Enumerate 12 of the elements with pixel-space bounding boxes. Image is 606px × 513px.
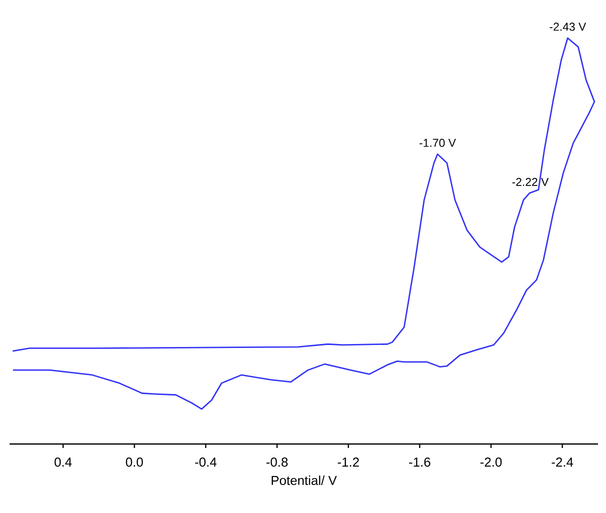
- x-tick-label: -0.4: [195, 458, 217, 467]
- x-tick-label: -2.4: [552, 458, 574, 467]
- x-tick-label: -0.8: [266, 458, 288, 467]
- annotation: -1.70 V: [420, 138, 456, 147]
- x-tick-label: -1.6: [409, 458, 430, 467]
- annotation: -2.43 V: [550, 22, 586, 31]
- annotation: -2.22 V: [512, 178, 549, 186]
- x-tick-label: -1.2: [338, 458, 359, 467]
- x-axis-title: Potential/ V: [272, 476, 337, 486]
- x-tick-label: 0.4: [54, 458, 72, 467]
- x-tick-label: 0.0: [126, 458, 143, 467]
- x-tick-label: -2.0: [480, 458, 502, 467]
